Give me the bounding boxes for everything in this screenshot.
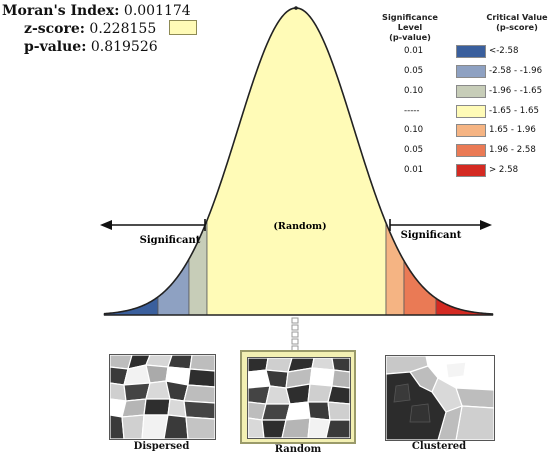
morans-index-value: 0.001174 [123, 3, 191, 19]
random-center-label: (Random) [273, 221, 326, 232]
legend-significance: 0.01 [404, 46, 424, 56]
right-significant-label: Significant [401, 230, 462, 241]
dispersed-map [109, 354, 216, 440]
morans-index-row: Moran's Index: 0.001174 [2, 2, 197, 20]
left-arrow-head [100, 220, 112, 230]
legend-swatch [456, 105, 486, 118]
legend-swatch [456, 124, 486, 137]
random-map-image [248, 358, 350, 438]
legend-critical-range: -1.96 - -1.65 [489, 86, 543, 96]
legend-significance: 0.10 [404, 125, 424, 135]
statistics-panel: Moran's Index: 0.001174 z-score: 0.22815… [2, 2, 197, 56]
legend-critical-range: <-2.58 [489, 46, 519, 56]
legend-critical-range: > 2.58 [489, 165, 519, 175]
legend-critical-range: -2.58 - -1.96 [489, 66, 543, 76]
legend-cv-header: Critical Value (p-score) [484, 12, 550, 32]
legend-swatch [456, 144, 486, 157]
left-significant-label: Significant [140, 235, 201, 246]
legend-cv-header-line2: (p-score) [496, 22, 538, 32]
legend-swatch [456, 45, 486, 58]
morans-index-label: Moran's Index: [2, 3, 120, 19]
p-value-value: 0.819526 [90, 39, 158, 55]
legend-swatch [456, 65, 486, 78]
random-label: Random [274, 444, 322, 455]
right-arrow-head [480, 220, 492, 230]
legend-swatch [456, 164, 486, 177]
legend-sig-header-line2: (p-value) [389, 32, 431, 42]
curve-region [435, 297, 494, 316]
z-score-value: 0.228155 [89, 21, 157, 37]
curve-region [206, 7, 387, 316]
legend-significance: 0.05 [404, 145, 424, 155]
connector-dots [291, 317, 299, 352]
p-value-label: p-value: [24, 39, 87, 55]
curve-peak-dot [294, 6, 298, 10]
legend-critical-range: 1.96 - 2.58 [489, 145, 536, 155]
clustered-label: Clustered [411, 441, 467, 452]
legend-sig-header-line1: Significance Level [382, 12, 438, 32]
curve-outline [103, 7, 494, 315]
legend-critical-range: 1.65 - 1.96 [489, 125, 536, 135]
legend-swatch [456, 85, 486, 98]
z-score-color-chip [168, 20, 197, 35]
dispersed-map-image [110, 355, 215, 439]
legend-significance: 0.05 [404, 66, 424, 76]
random-map [247, 357, 351, 439]
dispersed-label: Dispersed [133, 441, 190, 452]
z-score-row: z-score: 0.228155 [2, 20, 197, 38]
legend-critical-range: -1.65 - 1.65 [489, 106, 539, 116]
z-score-label: z-score: [24, 21, 85, 37]
p-value-row: p-value: 0.819526 [2, 38, 197, 56]
clustered-map [385, 355, 495, 441]
legend-significance: ----- [404, 106, 420, 116]
random-map-frame [240, 350, 356, 444]
legend-significance: 0.10 [404, 86, 424, 96]
curve-regions [103, 7, 494, 316]
legend-cv-header-line1: Critical Value [486, 12, 548, 22]
clustered-map-image [386, 356, 494, 440]
legend-sig-header: Significance Level (p-value) [373, 12, 447, 42]
legend-significance: 0.01 [404, 165, 424, 175]
